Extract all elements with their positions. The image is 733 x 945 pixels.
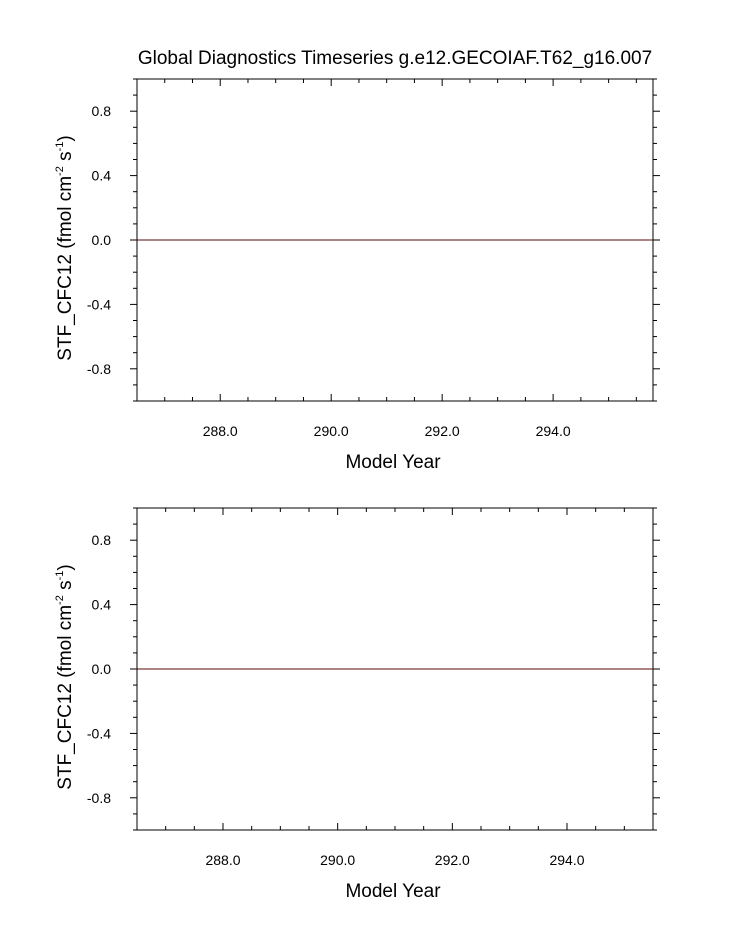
y-tick-label: -0.4 xyxy=(87,725,111,741)
x-tick-label: 288.0 xyxy=(205,852,240,868)
y-tick-label: 0.0 xyxy=(92,661,112,677)
y-tick-label: 0.4 xyxy=(92,168,112,184)
x-tick-label: 292.0 xyxy=(435,852,470,868)
y-tick-label: 0.8 xyxy=(92,532,112,548)
x-tick-label: 294.0 xyxy=(549,852,584,868)
x-tick-label: 290.0 xyxy=(320,852,355,868)
x-tick-label: 290.0 xyxy=(314,423,349,439)
x-tick-label: 288.0 xyxy=(203,423,238,439)
y-tick-label: -0.4 xyxy=(87,296,111,312)
x-tick-label: 294.0 xyxy=(536,423,571,439)
y-tick-label: -0.8 xyxy=(87,790,111,806)
y-axis-label: STF_CFC12 (fmol cm-2 s-1) xyxy=(54,135,76,360)
x-axis-label: Model Year xyxy=(345,452,441,473)
bottom-panel: 288.0 290.0 292.0 294.0 0.8 0.4 0.0 -0.4 -0.8 Mod… xyxy=(54,507,660,902)
y-tick-label: 0.8 xyxy=(92,103,112,119)
y-tick-label: -0.8 xyxy=(87,361,111,377)
chart-title: Global Diagnostics Timeseries g.e12.GECO… xyxy=(138,48,652,69)
x-tick-label: 292.0 xyxy=(425,423,460,439)
y-tick-label: 0.4 xyxy=(92,597,112,613)
top-panel: 288.0 290.0 292.0 294.0 0.8 0.4 0.0 -0.4 -0.8 Mod… xyxy=(54,78,660,473)
y-tick-label: 0.0 xyxy=(92,232,112,248)
x-axis-label: Model Year xyxy=(345,881,441,902)
y-axis-label: STF_CFC12 (fmol cm-2 s-1) xyxy=(54,564,76,789)
